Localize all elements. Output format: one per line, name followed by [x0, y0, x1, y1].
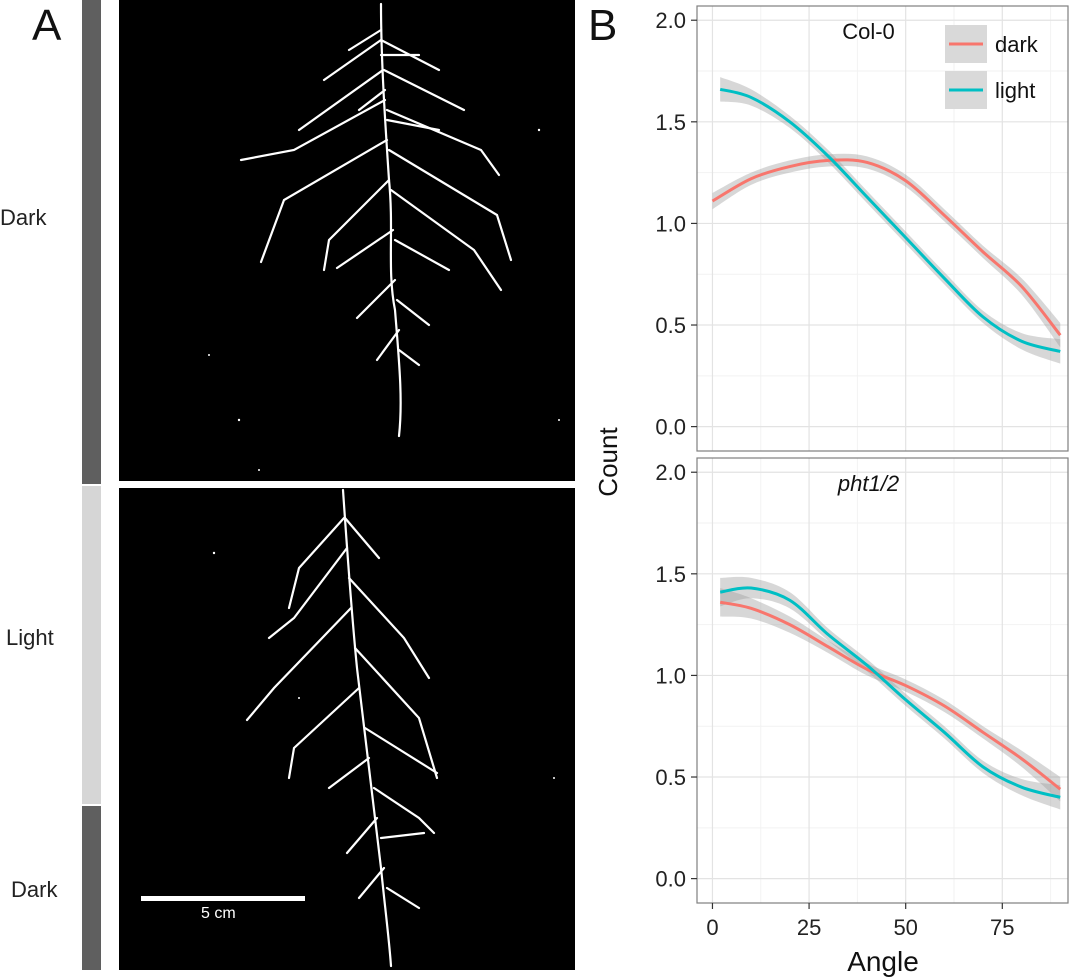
y-tick-label: 1.5 — [655, 562, 686, 587]
scale-bar-label: 5 cm — [201, 905, 236, 922]
y-tick-label: 0.0 — [655, 867, 686, 892]
facet-title: Col-0 — [842, 19, 895, 44]
condition-label-dark-bottom: Dark — [11, 877, 58, 902]
facet-background — [697, 6, 1068, 451]
x-tick-label: 75 — [990, 915, 1014, 940]
root-image-pht12: 5 cm — [119, 488, 575, 970]
panel-a-letter: A — [32, 1, 62, 50]
confidence-band-dark — [720, 588, 1061, 802]
facet-title: pht1/2 — [837, 471, 899, 496]
legend-label-dark: dark — [995, 32, 1039, 57]
facet-background — [697, 458, 1068, 903]
y-tick-label: 1.5 — [655, 110, 686, 135]
y-tick-label: 1.0 — [655, 211, 686, 236]
series-line-light — [719, 87, 1061, 353]
x-tick-label: 50 — [893, 915, 917, 940]
condition-bar-dark-top — [82, 0, 101, 484]
x-tick-label: 0 — [706, 915, 718, 940]
root-system-drawing-col0 — [208, 2, 560, 471]
y-tick-label: 2.0 — [655, 8, 686, 33]
series-line-dark — [711, 158, 1062, 337]
legend-key-light — [945, 71, 987, 109]
x-tick-label: 25 — [797, 915, 821, 940]
confidence-band-light — [720, 77, 1061, 364]
y-tick-label: 1.0 — [655, 663, 686, 688]
facet-border — [696, 5, 1069, 452]
root-image-col0 — [119, 0, 575, 481]
series-line-light — [719, 586, 1061, 799]
confidence-band-light — [720, 576, 1061, 810]
legend-label-light: light — [995, 78, 1035, 103]
series-line-dark — [719, 600, 1062, 791]
root-system-drawing-pht12 — [212, 488, 555, 968]
y-tick-label: 2.0 — [655, 460, 686, 485]
x-axis-label: Angle — [847, 946, 919, 977]
condition-bar-light — [82, 486, 101, 804]
confidence-band-dark — [712, 153, 1061, 348]
facet-border — [696, 457, 1069, 904]
y-tick-label: 0.5 — [655, 765, 686, 790]
scale-bar — [141, 896, 305, 901]
condition-label-light: Light — [6, 625, 54, 650]
panel-b-letter: B — [588, 1, 618, 50]
legend-key-dark — [945, 25, 987, 63]
condition-label-dark-top: Dark — [0, 205, 47, 230]
condition-bar-dark-bottom — [82, 806, 101, 970]
y-tick-label: 0.5 — [655, 313, 686, 338]
y-axis-label: Count — [593, 427, 623, 497]
y-tick-label: 0.0 — [655, 415, 686, 440]
